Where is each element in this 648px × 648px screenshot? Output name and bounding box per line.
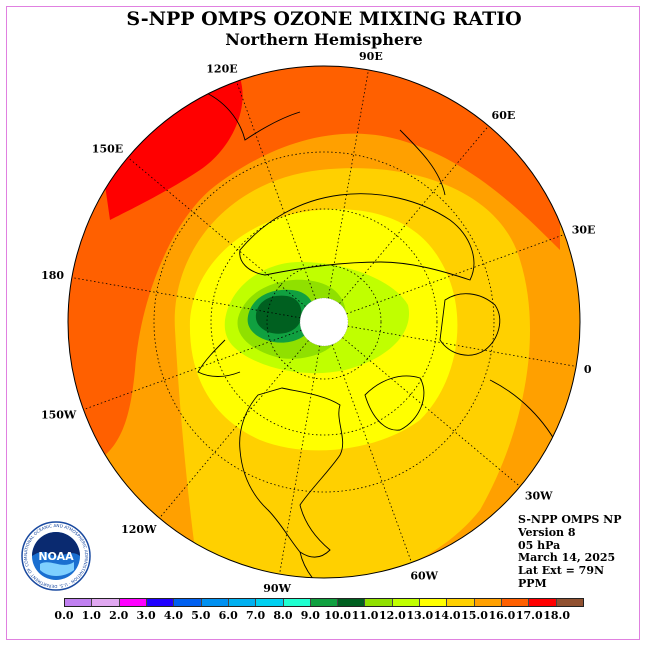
longitude-label: 60W xyxy=(410,570,438,583)
meridian-line xyxy=(236,81,317,300)
colorbar-tick-label: 10.0 xyxy=(324,609,352,622)
colorbar-swatch xyxy=(65,599,93,606)
colorbar-tick-label: 17.0 xyxy=(515,609,543,622)
colorbar-ticks: 0.0 1.0 2.0 3.0 4.0 5.0 6.0 7.0 8.0 9.0 10.0 11.0 12… xyxy=(54,609,584,623)
colorbar-swatch xyxy=(92,599,120,606)
logo-text: NOAA xyxy=(38,550,74,563)
colorbar-tick-label: 11.0 xyxy=(351,609,379,622)
noaa-logo: NOAA NATIONAL OCEANIC AND ATMOSPHERIC AD… xyxy=(20,520,91,591)
figure-frame xyxy=(6,6,640,640)
longitude-label: 120E xyxy=(206,62,237,75)
meridian-line xyxy=(331,344,412,563)
coastlines xyxy=(197,89,562,578)
longitude-labels: 90E 60E 30E 0 30W 60W 90W 120W 150W 180 150E 120E xyxy=(41,50,595,595)
longitude-label: 60E xyxy=(492,109,516,122)
info-line-date: March 14, 2025 xyxy=(518,551,616,565)
info-line-version: Version 8 xyxy=(518,525,576,539)
meridian-line xyxy=(279,345,321,575)
meridian-line xyxy=(159,340,309,519)
meridian-line xyxy=(342,337,521,487)
colorbar-tick-label: 5.0 xyxy=(191,609,211,622)
colorbar-tick-label: 15.0 xyxy=(461,609,488,622)
colorbar-swatch xyxy=(119,599,147,606)
colorbar-swatch xyxy=(420,599,448,606)
meridian-line xyxy=(83,329,302,410)
info-line-units: PPM xyxy=(518,576,547,590)
colorbar-swatch xyxy=(228,599,257,606)
colorbar-swatch xyxy=(283,599,311,606)
latitude-circles xyxy=(153,151,495,493)
info-panel: S-NPP OMPS NP Version 8 05 hPa March 14,… xyxy=(518,513,622,591)
info-line-latext: Lat Ext = 79N xyxy=(518,564,605,578)
colorbar-tick-label: 16.0 xyxy=(488,609,516,622)
map-subtitle: Northern Hemisphere xyxy=(225,30,423,49)
longitude-label: 0 xyxy=(584,363,592,376)
meridian-line xyxy=(347,325,577,367)
colorbar-swatch xyxy=(256,599,284,606)
colorbar-swatch xyxy=(201,599,229,606)
colorbar-tick-label: 4.0 xyxy=(163,609,184,622)
field-red xyxy=(100,78,243,220)
colorbar-tick-label: 6.0 xyxy=(218,609,238,622)
colorbar-swatch xyxy=(174,599,202,606)
colorbar-tick-label: 3.0 xyxy=(136,609,156,622)
colorbar-tick-label: 0.0 xyxy=(54,609,74,622)
colorbar-tick-label: 12.0 xyxy=(379,609,406,622)
colorbar-swatch xyxy=(529,599,557,606)
colorbar-swatch xyxy=(556,599,583,606)
info-line-instrument: S-NPP OMPS NP xyxy=(518,513,622,526)
longitude-label: 150W xyxy=(41,408,77,421)
longitude-label: 150E xyxy=(92,142,123,155)
colorbar-tick-label: 9.0 xyxy=(300,609,320,622)
longitude-label: 180 xyxy=(41,269,64,282)
colorbar-tick-label: 13.0 xyxy=(406,609,434,622)
longitude-label: 90E xyxy=(359,50,383,63)
colorbar-swatch xyxy=(502,599,530,606)
colorbar-swatch xyxy=(447,599,475,606)
meridian-line xyxy=(346,234,565,315)
colorbar-tick-label: 7.0 xyxy=(246,609,266,622)
longitude-label: 90W xyxy=(263,582,291,595)
colorbar-tick-label: 8.0 xyxy=(273,609,293,622)
meridian-line xyxy=(71,277,301,319)
colorbar-swatch xyxy=(474,599,502,606)
colorbar-swatch xyxy=(310,599,339,606)
longitude-label: 120W xyxy=(121,523,157,536)
colorbar-tick-label: 2.0 xyxy=(109,609,129,622)
polar-data-gap xyxy=(300,298,348,346)
colorbar-tick-label: 1.0 xyxy=(81,609,101,622)
meridian-line xyxy=(127,157,306,307)
colorbar xyxy=(64,598,584,607)
colorbar-swatch xyxy=(365,599,393,606)
colorbar-swatch xyxy=(146,599,175,606)
longitude-label: 30E xyxy=(572,224,596,237)
longitude-label: 30W xyxy=(525,490,553,503)
polar-gap-outline xyxy=(299,297,349,347)
colorbar-swatch xyxy=(338,599,366,606)
colorbar-tick-label: 14.0 xyxy=(433,609,461,622)
colorbar-tick-label: 18.0 xyxy=(543,609,571,622)
info-line-level: 05 hPa xyxy=(518,538,561,552)
meridian-lines xyxy=(71,69,577,575)
map-title: S-NPP OMPS OZONE MIXING RATIO xyxy=(126,8,522,30)
colorbar-swatch xyxy=(392,599,421,606)
map-boundary xyxy=(67,65,581,579)
meridian-line xyxy=(327,69,369,299)
meridian-line xyxy=(339,125,489,304)
